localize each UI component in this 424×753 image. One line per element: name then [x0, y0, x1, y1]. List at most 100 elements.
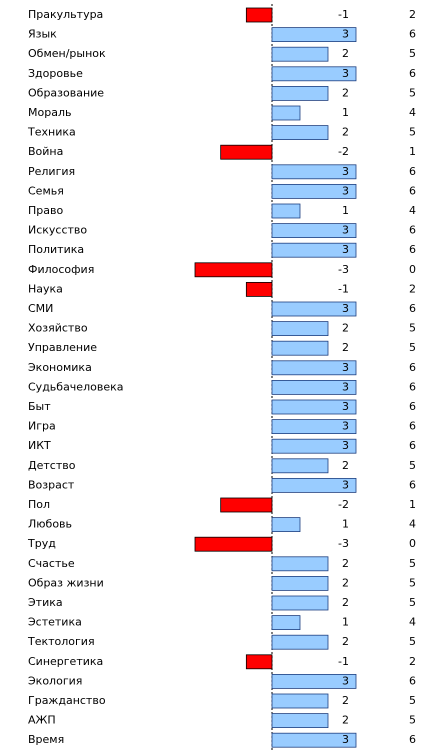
category-label: Синергетика — [28, 655, 103, 668]
value-label: 2 — [342, 694, 349, 707]
total-label: 5 — [409, 694, 416, 707]
total-label: 4 — [409, 616, 416, 629]
bar — [271, 477, 357, 493]
value-label: -3 — [338, 537, 349, 550]
total-label: 6 — [409, 302, 416, 315]
total-label: 6 — [409, 674, 416, 687]
total-label: 5 — [409, 322, 416, 335]
total-label: 0 — [409, 537, 416, 550]
bar — [271, 86, 329, 101]
total-label: 4 — [409, 106, 416, 119]
bar — [245, 281, 273, 297]
category-label: Эстетика — [28, 616, 82, 629]
value-label: 3 — [342, 400, 349, 413]
bar — [271, 438, 357, 454]
value-label: -1 — [338, 8, 349, 21]
bar — [271, 66, 357, 82]
category-label: Здоровье — [28, 67, 83, 80]
category-label: Детство — [28, 459, 76, 472]
bar — [271, 164, 357, 180]
value-label: 2 — [342, 322, 349, 335]
total-label: 5 — [409, 341, 416, 354]
total-label: 1 — [409, 145, 416, 158]
value-label: 3 — [342, 302, 349, 315]
value-label: 2 — [342, 459, 349, 472]
category-label: Пол — [28, 498, 50, 511]
total-label: 6 — [409, 28, 416, 41]
total-label: 6 — [409, 361, 416, 374]
value-label: 2 — [342, 557, 349, 570]
value-label: 1 — [342, 616, 349, 629]
bar — [271, 674, 357, 689]
bar — [271, 360, 357, 376]
category-label: Образование — [28, 86, 104, 99]
total-label: 6 — [409, 439, 416, 452]
total-label: 5 — [409, 86, 416, 99]
bar — [271, 183, 357, 199]
bar — [271, 595, 329, 611]
total-label: 5 — [409, 576, 416, 589]
bar — [271, 340, 329, 356]
category-label: Возраст — [28, 478, 75, 491]
total-label: 1 — [409, 498, 416, 511]
value-label: 3 — [342, 674, 349, 687]
category-label: СМИ — [28, 302, 53, 315]
total-label: 4 — [409, 204, 416, 217]
bar — [245, 654, 273, 670]
bar — [245, 7, 273, 23]
category-label: Экология — [28, 674, 82, 687]
bar — [271, 458, 329, 474]
value-label: 3 — [342, 439, 349, 452]
total-label: 5 — [409, 459, 416, 472]
total-label: 6 — [409, 243, 416, 256]
bar — [271, 203, 301, 219]
value-label: 3 — [342, 361, 349, 374]
total-label: 6 — [409, 67, 416, 80]
category-label: Труд — [27, 537, 56, 550]
category-label: Этика — [28, 596, 63, 609]
bar — [271, 223, 357, 239]
category-label: Семья — [28, 184, 64, 197]
value-label: -1 — [338, 655, 349, 668]
value-label: -3 — [338, 263, 349, 276]
total-label: 6 — [409, 478, 416, 491]
total-label: 2 — [409, 282, 416, 295]
category-label: Хозяйство — [28, 322, 88, 335]
value-label: 3 — [342, 478, 349, 491]
bar — [271, 517, 301, 532]
category-label: Тектология — [27, 635, 95, 648]
total-label: 6 — [409, 184, 416, 197]
bar — [271, 419, 357, 435]
category-label: Философия — [28, 263, 94, 276]
value-label: 1 — [342, 518, 349, 531]
bar — [271, 125, 329, 140]
value-label: 3 — [342, 224, 349, 237]
category-label: Политика — [28, 243, 84, 256]
total-label: 5 — [409, 596, 416, 609]
total-label: 2 — [409, 8, 416, 21]
category-label: Искусство — [28, 224, 87, 237]
bar — [271, 713, 329, 728]
value-label: 2 — [342, 86, 349, 99]
category-label: Любовь — [28, 518, 72, 531]
value-label: -2 — [338, 498, 349, 511]
total-label: 4 — [409, 518, 416, 531]
value-label: 2 — [342, 341, 349, 354]
bar — [271, 399, 357, 415]
value-label: 2 — [342, 596, 349, 609]
total-label: 6 — [409, 224, 416, 237]
category-label: АЖП — [28, 714, 56, 727]
bar — [271, 693, 329, 709]
value-label: 3 — [342, 733, 349, 746]
category-label: Религия — [28, 165, 75, 178]
total-label: 6 — [409, 400, 416, 413]
bar — [271, 105, 301, 121]
category-label: Гражданство — [28, 694, 106, 707]
value-label: 3 — [342, 243, 349, 256]
total-label: 0 — [409, 263, 416, 276]
total-label: 2 — [409, 655, 416, 668]
category-label: Обмен/рынок — [28, 47, 106, 60]
value-label: 2 — [342, 635, 349, 648]
bar — [271, 242, 357, 258]
